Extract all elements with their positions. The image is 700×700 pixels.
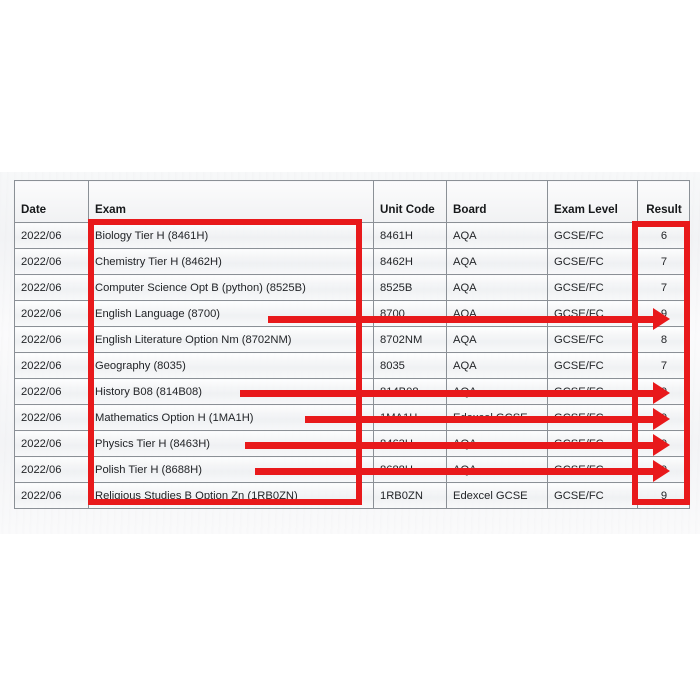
cell-result: 9 xyxy=(637,300,690,327)
cell-exam: English Literature Option Nm (8702NM) xyxy=(88,326,374,353)
cell-exam: Biology Tier H (8461H) xyxy=(88,222,374,249)
cell-result: 9 xyxy=(637,430,690,457)
cell-unit: 814B08 xyxy=(373,378,447,405)
column-header-exam-level: Exam Level xyxy=(547,180,638,223)
cell-date: 2022/06 xyxy=(14,248,89,275)
cell-board: AQA xyxy=(446,248,548,275)
cell-date: 2022/06 xyxy=(14,404,89,431)
cell-date: 2022/06 xyxy=(14,378,89,405)
cell-board: Edexcel GCSE xyxy=(446,482,548,509)
cell-unit: 8702NM xyxy=(373,326,447,353)
column-header-board: Board xyxy=(446,180,548,223)
cell-level: GCSE/FC xyxy=(547,404,638,431)
table-row: 2022/06 Mathematics Option H (1MA1H) 1MA1H… xyxy=(14,404,690,431)
table-header: Date Exam Unit Code Board Exam Level Res… xyxy=(14,180,690,223)
table-row: 2022/06 Chemistry Tier H (8462H) 8462H AQA G… xyxy=(14,248,690,275)
cell-exam: Polish Tier H (8688H) xyxy=(88,456,374,483)
cell-date: 2022/06 xyxy=(14,222,89,249)
cell-unit: 8035 xyxy=(373,352,447,379)
cell-exam: Geography (8035) xyxy=(88,352,374,379)
table-row: 2022/06 English Language (8700) 8700 AQA GCS… xyxy=(14,300,690,327)
cell-result: 9 xyxy=(637,404,690,431)
cell-level: GCSE/FC xyxy=(547,456,638,483)
cell-unit: 8462H xyxy=(373,248,447,275)
cell-result: 6 xyxy=(637,222,690,249)
cell-exam: Chemistry Tier H (8462H) xyxy=(88,248,374,275)
table-row: 2022/06 History B08 (814B08) 814B08 AQA GCSE… xyxy=(14,378,690,405)
table-header-row: Date Exam Unit Code Board Exam Level Res… xyxy=(14,180,690,223)
cell-board: AQA xyxy=(446,222,548,249)
cell-result: 7 xyxy=(637,352,690,379)
exam-results-table: Date Exam Unit Code Board Exam Level Res… xyxy=(14,180,690,509)
cell-board: AQA xyxy=(446,352,548,379)
table-row: 2022/06 Biology Tier H (8461H) 8461H AQA GCS… xyxy=(14,222,690,249)
cell-level: GCSE/FC xyxy=(547,300,638,327)
column-header-result: Result xyxy=(637,180,690,223)
cell-board: AQA xyxy=(446,456,548,483)
cell-board: Edexcel GCSE xyxy=(446,404,548,431)
cell-result: 9 xyxy=(637,482,690,509)
cell-board: AQA xyxy=(446,378,548,405)
cell-level: GCSE/FC xyxy=(547,352,638,379)
cell-date: 2022/06 xyxy=(14,456,89,483)
cell-date: 2022/06 xyxy=(14,300,89,327)
column-header-unit-code: Unit Code xyxy=(373,180,447,223)
cell-result: 7 xyxy=(637,248,690,275)
table-row: 2022/06 English Literature Option Nm (870… xyxy=(14,326,690,353)
table-row: 2022/06 Religious Studies B Option Zn (1R… xyxy=(14,482,690,509)
cell-unit: 8700 xyxy=(373,300,447,327)
cell-result: 7 xyxy=(637,274,690,301)
cell-exam: History B08 (814B08) xyxy=(88,378,374,405)
cell-level: GCSE/FC xyxy=(547,378,638,405)
cell-unit: 1MA1H xyxy=(373,404,447,431)
cell-level: GCSE/FC xyxy=(547,248,638,275)
table-row: 2022/06 Computer Science Opt B (python) (… xyxy=(14,274,690,301)
cell-exam: English Language (8700) xyxy=(88,300,374,327)
column-header-date: Date xyxy=(14,180,89,223)
cell-date: 2022/06 xyxy=(14,326,89,353)
cell-board: AQA xyxy=(446,274,548,301)
cell-unit: 8688H xyxy=(373,456,447,483)
cell-unit: 8461H xyxy=(373,222,447,249)
cell-date: 2022/06 xyxy=(14,274,89,301)
cell-exam: Physics Tier H (8463H) xyxy=(88,430,374,457)
cell-level: GCSE/FC xyxy=(547,222,638,249)
cell-date: 2022/06 xyxy=(14,482,89,509)
table-row: 2022/06 Geography (8035) 8035 AQA GCSE/FC 7 xyxy=(14,352,690,379)
cell-date: 2022/06 xyxy=(14,352,89,379)
cell-board: AQA xyxy=(446,430,548,457)
table-row: 2022/06 Physics Tier H (8463H) 8463H AQA GCS… xyxy=(14,430,690,457)
cell-board: AQA xyxy=(446,300,548,327)
cell-level: GCSE/FC xyxy=(547,274,638,301)
cell-result: 9 xyxy=(637,378,690,405)
cell-exam: Computer Science Opt B (python) (8525B) xyxy=(88,274,374,301)
table-row: 2022/06 Polish Tier H (8688H) 8688H AQA GCSE… xyxy=(14,456,690,483)
cell-result: 9 xyxy=(637,456,690,483)
cell-board: AQA xyxy=(446,326,548,353)
table-body: 2022/06 Biology Tier H (8461H) 8461H AQA GCS… xyxy=(14,222,690,509)
cell-level: GCSE/FC xyxy=(547,430,638,457)
cell-unit: 8463H xyxy=(373,430,447,457)
cell-unit: 1RB0ZN xyxy=(373,482,447,509)
cell-unit: 8525B xyxy=(373,274,447,301)
cell-level: GCSE/FC xyxy=(547,326,638,353)
cell-date: 2022/06 xyxy=(14,430,89,457)
cell-exam: Religious Studies B Option Zn (1RB0ZN) xyxy=(88,482,374,509)
cell-exam: Mathematics Option H (1MA1H) xyxy=(88,404,374,431)
cell-level: GCSE/FC xyxy=(547,482,638,509)
column-header-exam: Exam xyxy=(88,180,374,223)
cell-result: 8 xyxy=(637,326,690,353)
